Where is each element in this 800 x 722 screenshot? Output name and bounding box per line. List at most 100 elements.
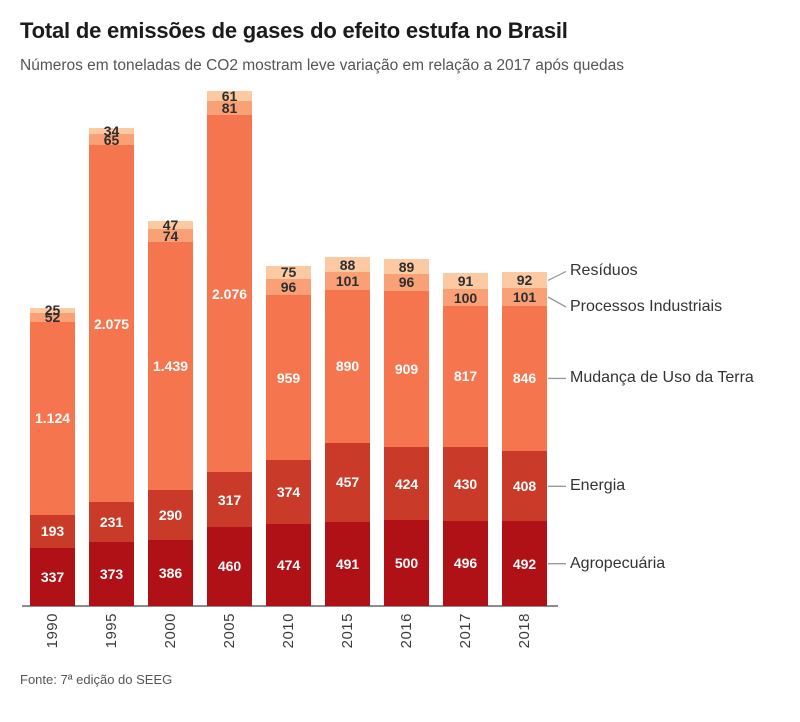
legend-label-agropecuaria: Agropecuária bbox=[570, 554, 666, 572]
bar-segment-residuos-1995 bbox=[89, 128, 134, 135]
value-label-agropecuaria-1990: 337 bbox=[40, 569, 65, 586]
value-label-agropecuaria-2010: 474 bbox=[276, 557, 301, 574]
legend-label-mudanca-de-uso-da-terra: Mudança de Uso da Terra bbox=[570, 369, 754, 387]
value-label-residuos-2017: 91 bbox=[457, 273, 474, 290]
value-label-processos-industriais-1990: 52 bbox=[44, 309, 61, 326]
bar-segment-agropecuaria-1990 bbox=[30, 548, 75, 606]
bar-segment-processos-industriais-2017 bbox=[443, 289, 488, 307]
value-label-mudanca-de-uso-da-terra-2017: 817 bbox=[453, 368, 478, 385]
value-label-processos-industriais-2010: 96 bbox=[280, 278, 297, 295]
value-label-energia-1995: 231 bbox=[99, 513, 124, 530]
bar-segment-processos-industriais-1995 bbox=[89, 134, 134, 146]
bar-segment-mudanca-de-uso-da-terra-2015 bbox=[325, 289, 370, 443]
value-label-energia-2018: 408 bbox=[512, 478, 537, 495]
leader-line-residuos bbox=[547, 270, 567, 281]
bar-segment-energia-2010 bbox=[266, 460, 311, 525]
value-label-energia-1990: 193 bbox=[40, 523, 65, 540]
value-label-agropecuaria-2005: 460 bbox=[217, 558, 242, 575]
bar-segment-processos-industriais-2016 bbox=[384, 274, 429, 291]
bar-segment-residuos-2018 bbox=[502, 272, 547, 289]
value-label-mudanca-de-uso-da-terra-2018: 846 bbox=[512, 370, 537, 387]
x-axis-label-2015: 2015 bbox=[338, 613, 356, 649]
bar-segment-energia-2016 bbox=[384, 447, 429, 520]
value-label-mudanca-de-uso-da-terra-2005: 2.076 bbox=[211, 285, 248, 302]
bar-segment-mudanca-de-uso-da-terra-2000 bbox=[148, 242, 193, 490]
value-label-mudanca-de-uso-da-terra-2000: 1.439 bbox=[152, 357, 189, 374]
value-label-processos-industriais-2015: 101 bbox=[335, 273, 360, 290]
bar-segment-energia-1995 bbox=[89, 502, 134, 542]
bar-segment-energia-2005 bbox=[207, 472, 252, 527]
value-label-residuos-1995: 34 bbox=[103, 123, 120, 140]
bar-segment-mudanca-de-uso-da-terra-1995 bbox=[89, 145, 134, 503]
bar-segment-mudanca-de-uso-da-terra-2010 bbox=[266, 295, 311, 461]
value-label-agropecuaria-2015: 491 bbox=[335, 555, 360, 572]
bar-segment-agropecuaria-2005 bbox=[207, 526, 252, 606]
bar-segment-residuos-2016 bbox=[384, 258, 429, 275]
x-axis-label-1995: 1995 bbox=[102, 613, 120, 649]
x-axis-label-2000: 2000 bbox=[161, 613, 179, 649]
value-label-residuos-2018: 92 bbox=[516, 272, 533, 289]
bar-segment-processos-industriais-2005 bbox=[207, 101, 252, 116]
source-note: Fonte: 7ª edição do SEEG bbox=[20, 672, 173, 687]
value-label-energia-2010: 374 bbox=[276, 484, 301, 501]
bar-segment-energia-2018 bbox=[502, 451, 547, 522]
bar-segment-mudanca-de-uso-da-terra-2016 bbox=[384, 290, 429, 448]
value-label-processos-industriais-2016: 96 bbox=[398, 274, 415, 291]
value-label-processos-industriais-2000: 74 bbox=[162, 227, 179, 244]
x-axis-label-2017: 2017 bbox=[456, 613, 474, 649]
value-label-mudanca-de-uso-da-terra-1990: 1.124 bbox=[34, 410, 71, 427]
bar-segment-processos-industriais-2015 bbox=[325, 272, 370, 290]
bar-segment-residuos-2000 bbox=[148, 221, 193, 230]
value-label-mudanca-de-uso-da-terra-2016: 909 bbox=[394, 360, 419, 377]
bar-segment-residuos-2010 bbox=[266, 265, 311, 279]
page-subtitle: Números em toneladas de CO2 mostram leve… bbox=[20, 57, 624, 74]
bar-segment-residuos-2015 bbox=[325, 257, 370, 273]
bar-segment-processos-industriais-2010 bbox=[266, 278, 311, 296]
value-label-residuos-2016: 89 bbox=[398, 258, 415, 275]
value-label-mudanca-de-uso-da-terra-2010: 959 bbox=[276, 369, 301, 386]
bar-segment-residuos-2005 bbox=[207, 90, 252, 102]
bar-segment-agropecuaria-2010 bbox=[266, 524, 311, 606]
bar-segment-agropecuaria-2017 bbox=[443, 520, 488, 606]
bar-segment-processos-industriais-2018 bbox=[502, 288, 547, 306]
bar-segment-agropecuaria-2015 bbox=[325, 521, 370, 606]
value-label-energia-2015: 457 bbox=[335, 474, 360, 491]
value-label-energia-2017: 430 bbox=[453, 475, 478, 492]
bar-segment-residuos-2017 bbox=[443, 273, 488, 289]
bar-segment-agropecuaria-2000 bbox=[148, 539, 193, 606]
value-label-processos-industriais-1995: 65 bbox=[103, 131, 120, 148]
x-axis-label-2016: 2016 bbox=[397, 613, 415, 649]
legend-label-processos-industriais: Processos Industriais bbox=[570, 298, 723, 315]
value-label-residuos-2000: 47 bbox=[162, 217, 179, 234]
value-label-residuos-2015: 88 bbox=[339, 256, 356, 273]
bar-segment-mudanca-de-uso-da-terra-2017 bbox=[443, 306, 488, 447]
x-axis-label-2010: 2010 bbox=[279, 613, 297, 649]
value-label-mudanca-de-uso-da-terra-2015: 890 bbox=[335, 358, 360, 375]
value-label-agropecuaria-1995: 373 bbox=[99, 565, 124, 582]
value-label-mudanca-de-uso-da-terra-1995: 2.075 bbox=[93, 315, 130, 332]
x-axis-label-2018: 2018 bbox=[515, 613, 533, 649]
legend-label-residuos: Resíduos bbox=[570, 262, 638, 280]
bar-segment-mudanca-de-uso-da-terra-1990 bbox=[30, 321, 75, 515]
bar-segment-agropecuaria-2018 bbox=[502, 521, 547, 606]
value-label-agropecuaria-2018: 492 bbox=[512, 555, 537, 572]
bar-segment-agropecuaria-1995 bbox=[89, 541, 134, 606]
bar-segment-energia-1990 bbox=[30, 514, 75, 549]
value-label-residuos-2010: 75 bbox=[280, 264, 297, 281]
value-label-processos-industriais-2018: 101 bbox=[512, 289, 537, 305]
x-axis-line bbox=[22, 605, 558, 607]
bar-segment-energia-2015 bbox=[325, 442, 370, 522]
value-label-processos-industriais-2017: 100 bbox=[453, 289, 478, 306]
bar-segment-processos-industriais-2000 bbox=[148, 229, 193, 243]
bar-segment-mudanca-de-uso-da-terra-2018 bbox=[502, 305, 547, 452]
bar-segment-residuos-1990 bbox=[30, 308, 75, 313]
bar-segment-mudanca-de-uso-da-terra-2005 bbox=[207, 115, 252, 473]
bar-segment-processos-industriais-1990 bbox=[30, 312, 75, 322]
leader-line-processos-industriais bbox=[547, 296, 567, 308]
value-label-agropecuaria-2016: 500 bbox=[394, 555, 419, 571]
value-label-residuos-2005: 61 bbox=[221, 88, 238, 105]
value-label-energia-2005: 317 bbox=[217, 491, 242, 508]
x-axis-label-1990: 1990 bbox=[43, 613, 61, 649]
